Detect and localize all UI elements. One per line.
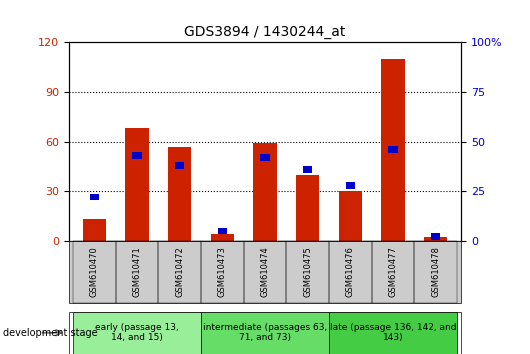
Text: GSM610471: GSM610471 bbox=[132, 246, 142, 297]
Bar bbox=[210, 234, 234, 241]
Bar bbox=[424, 238, 447, 241]
Bar bbox=[381, 59, 404, 241]
Title: GDS3894 / 1430244_at: GDS3894 / 1430244_at bbox=[184, 25, 346, 39]
Bar bbox=[346, 182, 355, 189]
Bar bbox=[83, 219, 106, 241]
Text: late (passage 136, 142, and
143): late (passage 136, 142, and 143) bbox=[330, 323, 456, 342]
Text: GSM610476: GSM610476 bbox=[346, 246, 355, 297]
Text: GSM610473: GSM610473 bbox=[218, 246, 227, 297]
Text: development stage: development stage bbox=[3, 328, 98, 338]
Bar bbox=[126, 129, 149, 241]
Text: GSM610475: GSM610475 bbox=[303, 246, 312, 297]
Text: intermediate (passages 63,
71, and 73): intermediate (passages 63, 71, and 73) bbox=[203, 323, 327, 342]
Bar bbox=[303, 166, 312, 173]
Text: GSM610474: GSM610474 bbox=[261, 246, 269, 297]
Bar bbox=[388, 146, 398, 153]
Bar bbox=[431, 233, 440, 240]
Bar bbox=[132, 152, 142, 159]
Bar bbox=[90, 194, 99, 200]
Text: GSM610472: GSM610472 bbox=[175, 246, 184, 297]
Bar bbox=[260, 154, 270, 161]
Bar bbox=[218, 228, 227, 234]
Bar bbox=[253, 143, 277, 241]
Text: GSM610470: GSM610470 bbox=[90, 246, 99, 297]
Text: early (passage 13,
14, and 15): early (passage 13, 14, and 15) bbox=[95, 323, 179, 342]
Bar bbox=[175, 162, 184, 169]
Text: GSM610478: GSM610478 bbox=[431, 246, 440, 297]
Text: GSM610477: GSM610477 bbox=[388, 246, 398, 297]
Bar bbox=[296, 175, 320, 241]
Bar bbox=[339, 191, 362, 241]
Bar bbox=[168, 147, 191, 241]
